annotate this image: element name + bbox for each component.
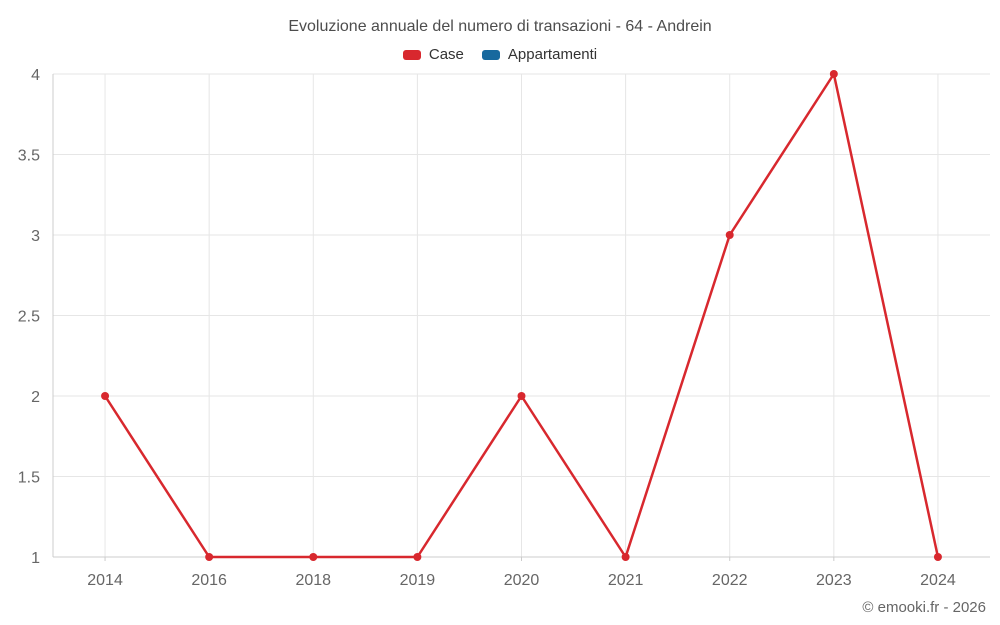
x-axis-tick-label: 2021: [608, 572, 644, 589]
y-axis-tick-label: 4: [31, 67, 40, 84]
legend-item-appartamenti[interactable]: Appartamenti: [481, 46, 598, 63]
y-axis-tick-label: 2.5: [18, 309, 40, 326]
data-point-case[interactable]: [101, 392, 110, 400]
x-axis-tick-label: 2024: [920, 572, 956, 589]
data-point-case[interactable]: [205, 553, 214, 561]
data-point-case[interactable]: [725, 231, 734, 239]
legend-label: Case: [428, 46, 464, 63]
y-axis-tick-label: 3: [31, 228, 40, 245]
y-axis-tick-label: 1: [31, 550, 40, 567]
x-axis-tick-label: 2019: [400, 572, 436, 589]
x-axis-tick-label: 2018: [295, 572, 331, 589]
legend-swatch-icon: [481, 49, 500, 60]
data-point-case[interactable]: [829, 70, 838, 78]
data-point-case[interactable]: [413, 553, 422, 561]
attribution-credit[interactable]: © emooki.fr - 2026: [862, 599, 986, 616]
legend-item-case[interactable]: Case: [402, 46, 464, 63]
x-axis-tick-label: 2014: [87, 572, 123, 589]
data-point-case[interactable]: [309, 553, 318, 561]
x-axis-tick-label: 2020: [504, 572, 540, 589]
legend: Case Appartamenti: [0, 46, 1000, 63]
y-axis-tick-label: 1.5: [18, 470, 40, 487]
y-axis-tick-label: 3.5: [18, 148, 40, 165]
y-axis-tick-label: 2: [31, 389, 40, 406]
data-point-case[interactable]: [933, 553, 942, 561]
chart-title: Evoluzione annuale del numero di transaz…: [288, 18, 712, 35]
x-axis-tick-label: 2023: [816, 572, 852, 589]
x-axis-tick-label: 2016: [191, 572, 227, 589]
data-point-case[interactable]: [517, 392, 526, 400]
x-axis-tick-label: 2022: [712, 572, 748, 589]
legend-label: Appartamenti: [507, 46, 598, 63]
legend-swatch-icon: [402, 49, 421, 60]
data-point-case[interactable]: [621, 553, 630, 561]
